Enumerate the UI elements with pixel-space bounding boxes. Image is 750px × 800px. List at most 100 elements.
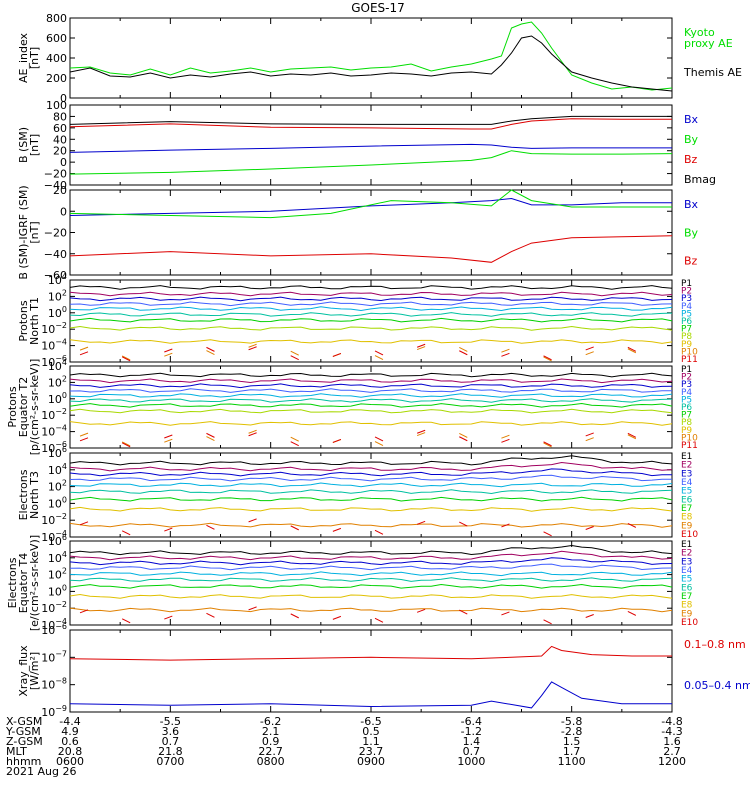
- series-p11-fragment: [416, 429, 426, 434]
- series-0-1-0-8-nm: [69, 645, 672, 661]
- legend-entry: Kyoto proxy AE: [684, 26, 733, 50]
- series-p10-fragment: [374, 355, 384, 360]
- series-e10-fragment: [290, 525, 299, 531]
- y-tick-label: 600: [46, 32, 67, 45]
- legend-entry: Bmag: [684, 173, 716, 186]
- footer-value: 23.7: [359, 745, 384, 758]
- footer-value: 1200: [658, 755, 686, 768]
- legend-entry: E3: [681, 469, 692, 479]
- series-p10-fragment: [627, 348, 637, 354]
- series-themis-ae: [69, 35, 673, 92]
- series-e3: [69, 468, 672, 477]
- series-e10-fragment: [164, 527, 173, 532]
- footer-value: 0.9: [262, 735, 280, 748]
- series-p8: [69, 325, 673, 331]
- y-tick-label: 104: [48, 550, 67, 565]
- panel-frame: [69, 452, 673, 538]
- series-p11-fragment: [585, 346, 594, 351]
- series-e9: [69, 522, 673, 528]
- series-p11-fragment: [121, 442, 131, 448]
- y-tick-label: 100: [48, 495, 67, 510]
- series-kyoto-proxy-ae: [69, 21, 673, 91]
- series-p10-fragment: [206, 350, 215, 355]
- series-p11-fragment: [206, 432, 215, 438]
- y-tick-label: 80: [53, 110, 67, 123]
- series-e10-fragment: [121, 530, 131, 536]
- series-e10-fragment: [374, 617, 384, 623]
- legend-entry: P9: [681, 340, 692, 350]
- y-tick-label: 60: [53, 122, 67, 135]
- footer-value: 21.8: [158, 745, 183, 758]
- series-p10-fragment: [459, 346, 468, 352]
- legend-entry: E10: [681, 530, 698, 540]
- series-e10-fragment: [416, 608, 426, 613]
- series-p10-fragment: [627, 434, 637, 440]
- series-e4: [69, 474, 672, 482]
- legend-entry: P4: [681, 302, 692, 312]
- footer-value: 2.1: [262, 725, 280, 738]
- footer-value: 0.7: [162, 735, 180, 748]
- series-e10-fragment: [543, 531, 552, 537]
- footer-value: -4.4: [59, 715, 80, 728]
- y-axis-label: B (SM)-IGRF (SM)[nT]: [17, 185, 41, 279]
- legend-entry: P3: [681, 294, 692, 304]
- y-tick-label: 104: [48, 272, 67, 287]
- legend-entry: P8: [681, 332, 692, 342]
- series-p10-fragment: [79, 346, 89, 351]
- legend-entry: P6: [681, 403, 692, 413]
- legend-entry: P5: [681, 395, 692, 405]
- y-axis-label: B (SM)[nT]: [17, 127, 41, 163]
- series-p11-fragment: [374, 436, 384, 442]
- footer-value: 0.7: [463, 745, 481, 758]
- legend-entry: E1: [681, 540, 692, 550]
- legend-entry: P4: [681, 388, 692, 398]
- y-tick-label: 10−6: [41, 354, 67, 369]
- legend-entry: Bz: [684, 255, 698, 268]
- legend-entry: 0.1–0.8 nm: [684, 638, 746, 651]
- footer-row-label: Y-GSM: [5, 725, 41, 738]
- series-p11-fragment: [248, 346, 257, 351]
- series-e10-fragment: [79, 521, 89, 526]
- legend-entry: P1: [681, 365, 692, 375]
- series-p11-fragment: [248, 432, 257, 437]
- series-p11-fragment: [416, 343, 426, 348]
- series-e10-fragment: [206, 524, 215, 530]
- footer-value: 1.5: [563, 735, 581, 748]
- y-tick-label: 100: [48, 583, 67, 598]
- y-tick-label: 104: [48, 358, 67, 373]
- y-tick-label: −40: [44, 179, 67, 192]
- y-tick-label: 0: [60, 205, 67, 218]
- series-e10-fragment: [248, 606, 257, 611]
- series-p10-fragment: [248, 343, 257, 348]
- panel-bd: 20 0 −20 −40 −60B (SM)-IGRF (SM)[nT] Bx By Bz: [17, 184, 699, 282]
- series-e5: [69, 571, 673, 577]
- footer-value: 4.9: [61, 725, 79, 738]
- legend-entry: P1: [681, 279, 692, 289]
- y-tick-label: 10−6: [41, 622, 67, 637]
- legend-entry: Bz: [684, 153, 698, 166]
- footer-value: -6.4: [461, 715, 482, 728]
- y-axis-label: Xray_flux[W/m²]: [17, 645, 41, 697]
- legend-entry: E4: [681, 478, 693, 488]
- y-tick-label: 20: [53, 145, 67, 158]
- series-p10-fragment: [585, 351, 594, 356]
- panel-frame: [69, 279, 673, 363]
- panel-frame: [69, 365, 673, 449]
- series-e10-fragment: [627, 522, 637, 528]
- series-e10-fragment: [416, 520, 426, 525]
- legend-entry: P8: [681, 418, 692, 428]
- series-p11-fragment: [585, 432, 594, 437]
- series-e6: [69, 489, 673, 495]
- series-p10-fragment: [79, 432, 89, 437]
- legend-entry: P3: [681, 380, 692, 390]
- footer-value: -2.8: [561, 725, 582, 738]
- legend-entry: P7: [681, 325, 692, 335]
- y-tick-label: 104: [48, 462, 67, 477]
- y-tick-label: 40: [53, 133, 67, 146]
- y-axis-label: AE_index[nT]: [17, 32, 41, 83]
- footer-value: 2.7: [663, 745, 681, 758]
- series-p6: [69, 312, 673, 317]
